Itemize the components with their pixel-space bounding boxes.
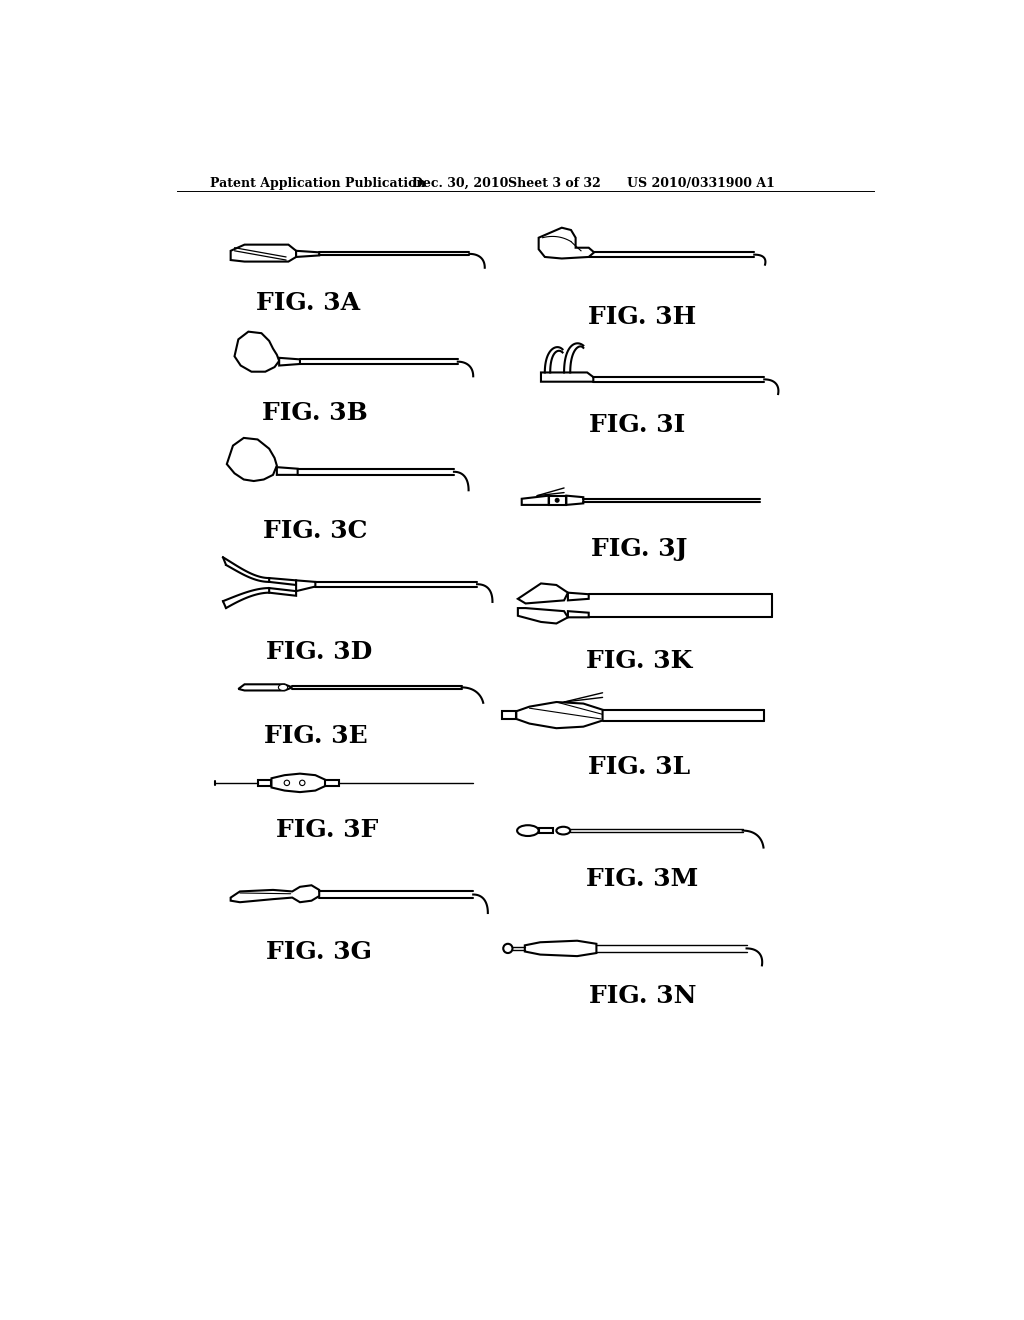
Text: FIG. 3D: FIG. 3D: [266, 640, 373, 664]
Text: FIG. 3L: FIG. 3L: [588, 755, 690, 779]
Text: FIG. 3N: FIG. 3N: [589, 983, 696, 1008]
Polygon shape: [516, 702, 602, 729]
Text: FIG. 3M: FIG. 3M: [587, 867, 698, 891]
Polygon shape: [296, 251, 319, 257]
Polygon shape: [271, 774, 326, 792]
Text: FIG. 3G: FIG. 3G: [266, 940, 372, 964]
Text: Patent Application Publication: Patent Application Publication: [210, 177, 425, 190]
Text: FIG. 3K: FIG. 3K: [586, 649, 692, 673]
Polygon shape: [566, 496, 584, 506]
Polygon shape: [518, 583, 568, 603]
Polygon shape: [230, 244, 296, 261]
Ellipse shape: [517, 825, 539, 836]
Polygon shape: [539, 227, 594, 259]
Polygon shape: [258, 780, 271, 785]
Circle shape: [300, 780, 305, 785]
Text: Sheet 3 of 32: Sheet 3 of 32: [508, 177, 601, 190]
Polygon shape: [234, 331, 280, 372]
Text: FIG. 3I: FIG. 3I: [589, 412, 685, 437]
Circle shape: [555, 499, 559, 502]
Polygon shape: [226, 438, 276, 480]
Ellipse shape: [556, 826, 570, 834]
Text: FIG. 3E: FIG. 3E: [263, 725, 368, 748]
Polygon shape: [518, 609, 568, 623]
Polygon shape: [568, 611, 589, 618]
Text: FIG. 3B: FIG. 3B: [262, 401, 369, 425]
Polygon shape: [280, 358, 300, 366]
Polygon shape: [539, 829, 553, 833]
Polygon shape: [326, 780, 339, 785]
Polygon shape: [541, 372, 593, 381]
Polygon shape: [239, 684, 292, 690]
Polygon shape: [230, 886, 319, 903]
Circle shape: [285, 780, 290, 785]
Text: FIG. 3C: FIG. 3C: [263, 519, 368, 543]
Text: FIG. 3H: FIG. 3H: [589, 305, 696, 329]
Polygon shape: [296, 581, 315, 591]
Text: FIG. 3A: FIG. 3A: [256, 290, 359, 315]
Polygon shape: [524, 941, 596, 956]
Polygon shape: [269, 589, 296, 595]
Polygon shape: [549, 496, 566, 506]
Polygon shape: [276, 467, 298, 475]
Polygon shape: [503, 711, 516, 719]
Text: Dec. 30, 2010: Dec. 30, 2010: [412, 177, 508, 190]
Text: FIG. 3F: FIG. 3F: [275, 818, 378, 842]
Polygon shape: [521, 496, 549, 506]
Text: US 2010/0331900 A1: US 2010/0331900 A1: [628, 177, 775, 190]
Polygon shape: [568, 593, 589, 601]
Circle shape: [503, 944, 512, 953]
Text: FIG. 3J: FIG. 3J: [591, 537, 687, 561]
Ellipse shape: [279, 684, 288, 690]
Polygon shape: [269, 578, 296, 585]
